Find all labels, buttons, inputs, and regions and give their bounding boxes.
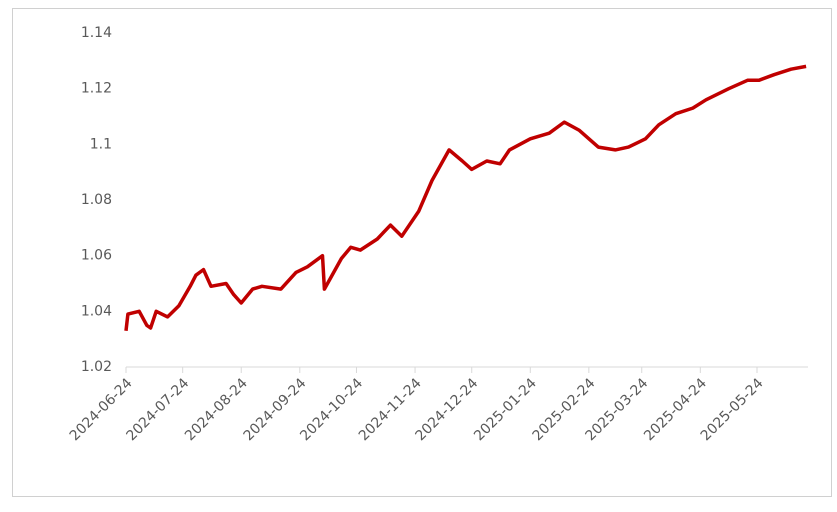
y-tick-label: 1.02 [81, 359, 112, 375]
chart-frame [12, 8, 832, 497]
y-tick-label: 1.1 [90, 136, 112, 152]
y-tick-label: 1.14 [81, 25, 112, 41]
data-line [124, 64, 807, 331]
y-tick-label: 1.06 [81, 248, 112, 264]
y-tick-label: 1.08 [81, 192, 112, 208]
y-tick-label: 1.12 [81, 81, 112, 97]
y-tick-label: 1.04 [81, 303, 112, 319]
